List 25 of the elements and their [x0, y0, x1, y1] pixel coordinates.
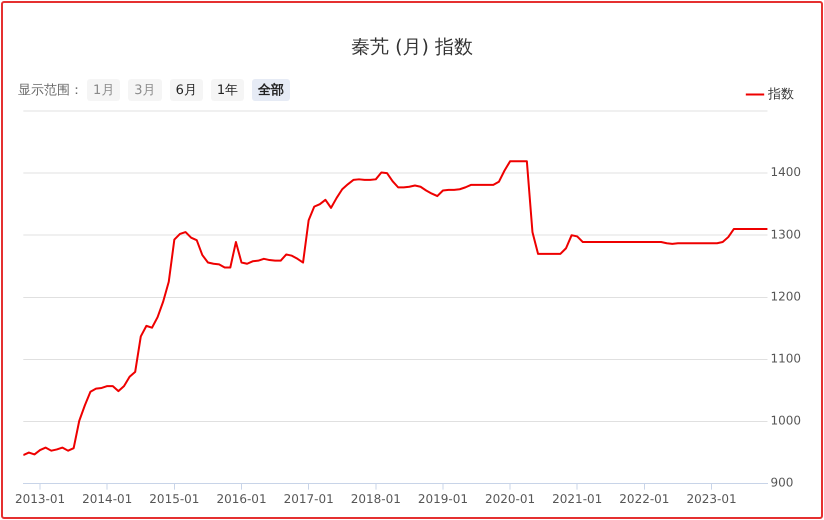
x-tick-label: 2020-01: [485, 492, 536, 506]
x-tick-label: 2014-01: [82, 492, 132, 506]
x-tick-label: 2018-01: [350, 492, 401, 506]
y-tick-label: 1400: [770, 165, 802, 180]
y-tick-label: 1300: [770, 227, 802, 242]
text: 显示范围：: [18, 83, 83, 98]
y-tick-label: 900: [770, 476, 794, 490]
x-tick-label: 2023-01: [686, 492, 737, 506]
text: 6月: [170, 79, 203, 101]
x-tick-label: 2017-01: [284, 492, 334, 506]
chart-title: 秦艽 (月) 指数: [350, 35, 474, 60]
x-tick-label: 2016-01: [216, 492, 267, 506]
x-tick-label: 2015-01: [149, 492, 200, 506]
x-tick-label: 2019-01: [418, 492, 468, 506]
x-tick-label: 2013-01: [15, 492, 66, 506]
y-tick-label: 1200: [770, 289, 802, 304]
text: 3月: [128, 79, 162, 101]
x-tick-label: 2021-01: [552, 492, 602, 506]
text: 1年: [210, 79, 244, 101]
text: 全部: [252, 79, 290, 101]
text: 1月: [87, 79, 120, 101]
y-tick-label: 1000: [770, 414, 802, 428]
legend-label: 指数: [767, 86, 794, 102]
x-tick-label: 2022-01: [619, 492, 670, 506]
y-tick-label: 1100: [770, 352, 802, 366]
